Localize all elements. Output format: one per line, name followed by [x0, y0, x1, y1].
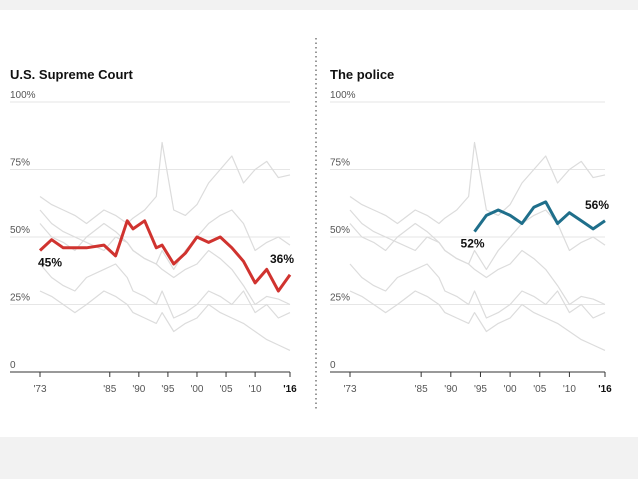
x-tick-label: '90 — [132, 384, 145, 395]
x-tick-label: '05 — [220, 384, 233, 395]
y-tick-label: 75% — [10, 158, 30, 169]
x-tick-label: '00 — [504, 384, 517, 395]
y-tick-label: 25% — [330, 293, 350, 304]
x-tick-label: '16 — [283, 384, 297, 395]
x-tick-label: '85 — [103, 384, 116, 395]
y-tick-label: 0 — [10, 360, 16, 371]
background-line — [39, 141, 291, 225]
value-label: 52% — [461, 237, 485, 251]
x-tick-label: '16 — [598, 384, 612, 395]
background-line — [39, 290, 291, 351]
background-line — [349, 141, 606, 225]
x-tick-label: '10 — [249, 384, 262, 395]
value-label: 36% — [270, 252, 294, 266]
y-tick-label: 50% — [10, 225, 30, 236]
value-label: 45% — [38, 256, 62, 270]
highlight-line — [38, 219, 292, 293]
chart-title: The police — [330, 67, 394, 82]
y-tick-label: 0 — [330, 360, 336, 371]
x-tick-label: '73 — [33, 384, 46, 395]
x-tick-label: '73 — [343, 384, 356, 395]
background-line — [39, 209, 291, 306]
background-line — [39, 263, 291, 319]
panel-background — [0, 10, 638, 437]
highlight-line — [473, 200, 606, 233]
x-tick-label: '85 — [415, 384, 428, 395]
y-tick-label: 25% — [10, 293, 30, 304]
background-line — [349, 263, 606, 319]
background-line — [349, 209, 606, 306]
x-tick-label: '95 — [161, 384, 174, 395]
y-tick-label: 50% — [330, 225, 350, 236]
background-line — [39, 209, 291, 270]
y-tick-label: 100% — [10, 90, 36, 101]
chart-title: U.S. Supreme Court — [10, 67, 133, 82]
x-tick-label: '05 — [533, 384, 546, 395]
x-tick-label: '00 — [190, 384, 203, 395]
value-label: 56% — [585, 198, 609, 212]
background-line — [349, 209, 606, 270]
background-line — [349, 290, 606, 351]
x-tick-label: '90 — [444, 384, 457, 395]
y-tick-label: 75% — [330, 158, 350, 169]
x-tick-label: '10 — [563, 384, 576, 395]
y-tick-label: 100% — [330, 90, 356, 101]
x-tick-label: '95 — [474, 384, 487, 395]
